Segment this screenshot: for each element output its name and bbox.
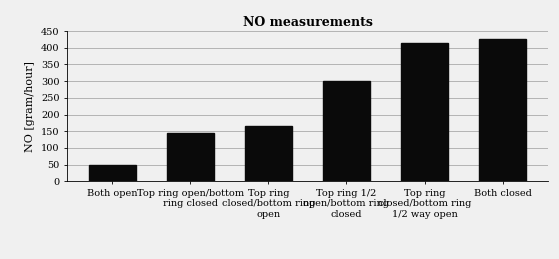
Bar [245, 126, 292, 181]
Bar [89, 165, 136, 181]
Bar [479, 39, 526, 181]
Bar [401, 44, 448, 181]
Bar [323, 81, 370, 181]
Bar [167, 133, 214, 181]
Title: NO measurements: NO measurements [243, 16, 372, 28]
Y-axis label: NO [gram/hour]: NO [gram/hour] [25, 61, 35, 152]
